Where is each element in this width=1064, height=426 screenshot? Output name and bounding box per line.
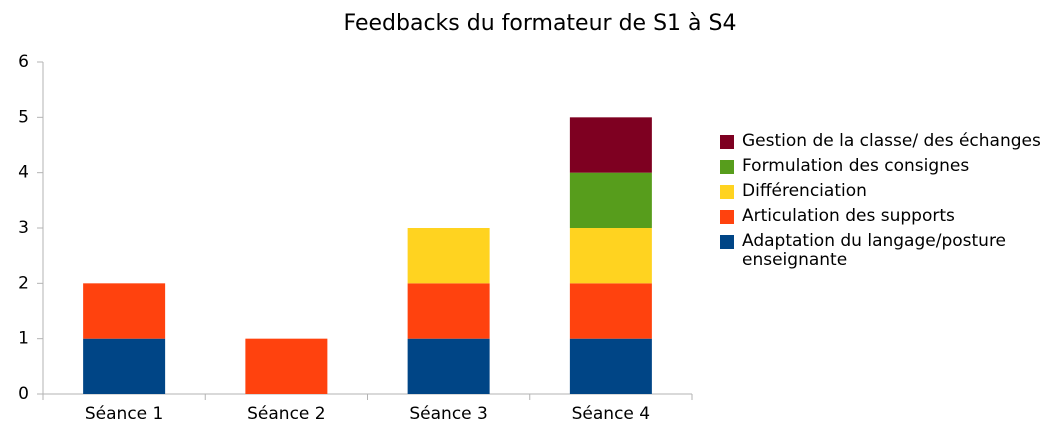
legend-item: Adaptation du langage/posture enseignant… [720, 232, 1060, 270]
legend-item: Formulation des consignes [720, 157, 1060, 176]
x-tick-label: Séance 4 [572, 404, 650, 424]
bar-segment [569, 228, 652, 284]
bar-segment [83, 338, 166, 394]
bar-segment [83, 283, 166, 339]
bar-segment [569, 172, 652, 228]
legend-item: Articulation des supports [720, 207, 1060, 226]
legend-swatch [720, 135, 734, 149]
y-tick-label: 2 [18, 273, 29, 293]
legend: Gestion de la classe/ des échanges Formul… [720, 132, 1060, 276]
chart-title: Feedbacks du formateur de S1 à S4 [344, 11, 737, 36]
legend-label: Adaptation du langage/posture enseignant… [742, 231, 1007, 270]
x-tick-label: Séance 3 [409, 404, 487, 424]
bar-segment [569, 338, 652, 394]
legend-label: Gestion de la classe/ des échanges [742, 131, 1041, 151]
legend-swatch [720, 185, 734, 199]
legend-swatch [720, 210, 734, 224]
bar-segment [407, 283, 490, 339]
legend-label: Articulation des supports [742, 206, 955, 226]
x-tick-label: Séance 1 [85, 404, 163, 424]
y-tick-label: 1 [18, 329, 29, 349]
y-tick-label: 0 [18, 384, 29, 404]
legend-label: Différenciation [742, 181, 867, 201]
legend-item: Différenciation [720, 182, 1060, 201]
y-tick-label: 6 [18, 52, 29, 72]
y-tick-label: 5 [18, 107, 29, 127]
y-tick-label: 3 [18, 218, 29, 238]
legend-swatch [720, 160, 734, 174]
y-tick-label: 4 [18, 163, 29, 183]
bar-segment [407, 338, 490, 394]
bar-segment [245, 338, 328, 394]
bar-segment [407, 228, 490, 284]
legend-swatch [720, 235, 734, 249]
x-tick-label: Séance 2 [247, 404, 325, 424]
legend-item: Gestion de la classe/ des échanges [720, 132, 1060, 151]
bar-segment [569, 283, 652, 339]
bar-segment [569, 117, 652, 173]
legend-label: Formulation des consignes [742, 156, 970, 176]
